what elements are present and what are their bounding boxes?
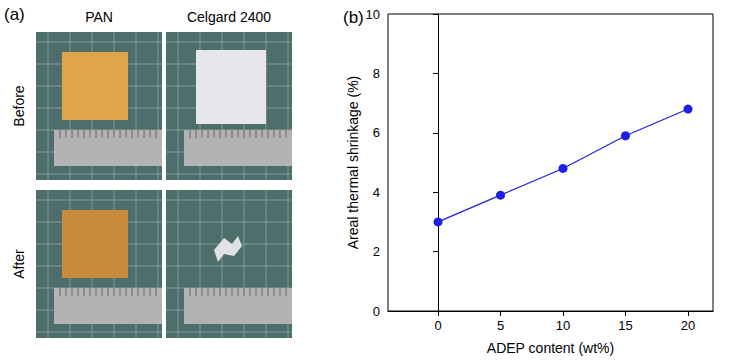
svg-text:15: 15 bbox=[618, 318, 632, 333]
svg-text:8: 8 bbox=[373, 66, 380, 81]
svg-text:5: 5 bbox=[497, 318, 504, 333]
svg-text:After: After bbox=[11, 249, 27, 279]
svg-text:4: 4 bbox=[373, 185, 380, 200]
svg-text:0: 0 bbox=[373, 304, 380, 319]
svg-text:Celgard 2400: Celgard 2400 bbox=[187, 9, 271, 25]
svg-text:10: 10 bbox=[366, 7, 380, 22]
svg-text:ADEP content (wt%): ADEP content (wt%) bbox=[487, 340, 614, 356]
svg-text:Before: Before bbox=[11, 85, 27, 126]
svg-text:(a): (a) bbox=[4, 5, 25, 24]
svg-text:6: 6 bbox=[373, 125, 380, 140]
svg-text:10: 10 bbox=[556, 318, 570, 333]
svg-text:PAN: PAN bbox=[85, 9, 113, 25]
svg-text:2: 2 bbox=[373, 244, 380, 259]
svg-text:(b): (b) bbox=[343, 8, 364, 27]
svg-text:0: 0 bbox=[434, 318, 441, 333]
svg-text:Areal thermal shrinkage (%): Areal thermal shrinkage (%) bbox=[345, 76, 361, 250]
svg-text:20: 20 bbox=[681, 318, 695, 333]
